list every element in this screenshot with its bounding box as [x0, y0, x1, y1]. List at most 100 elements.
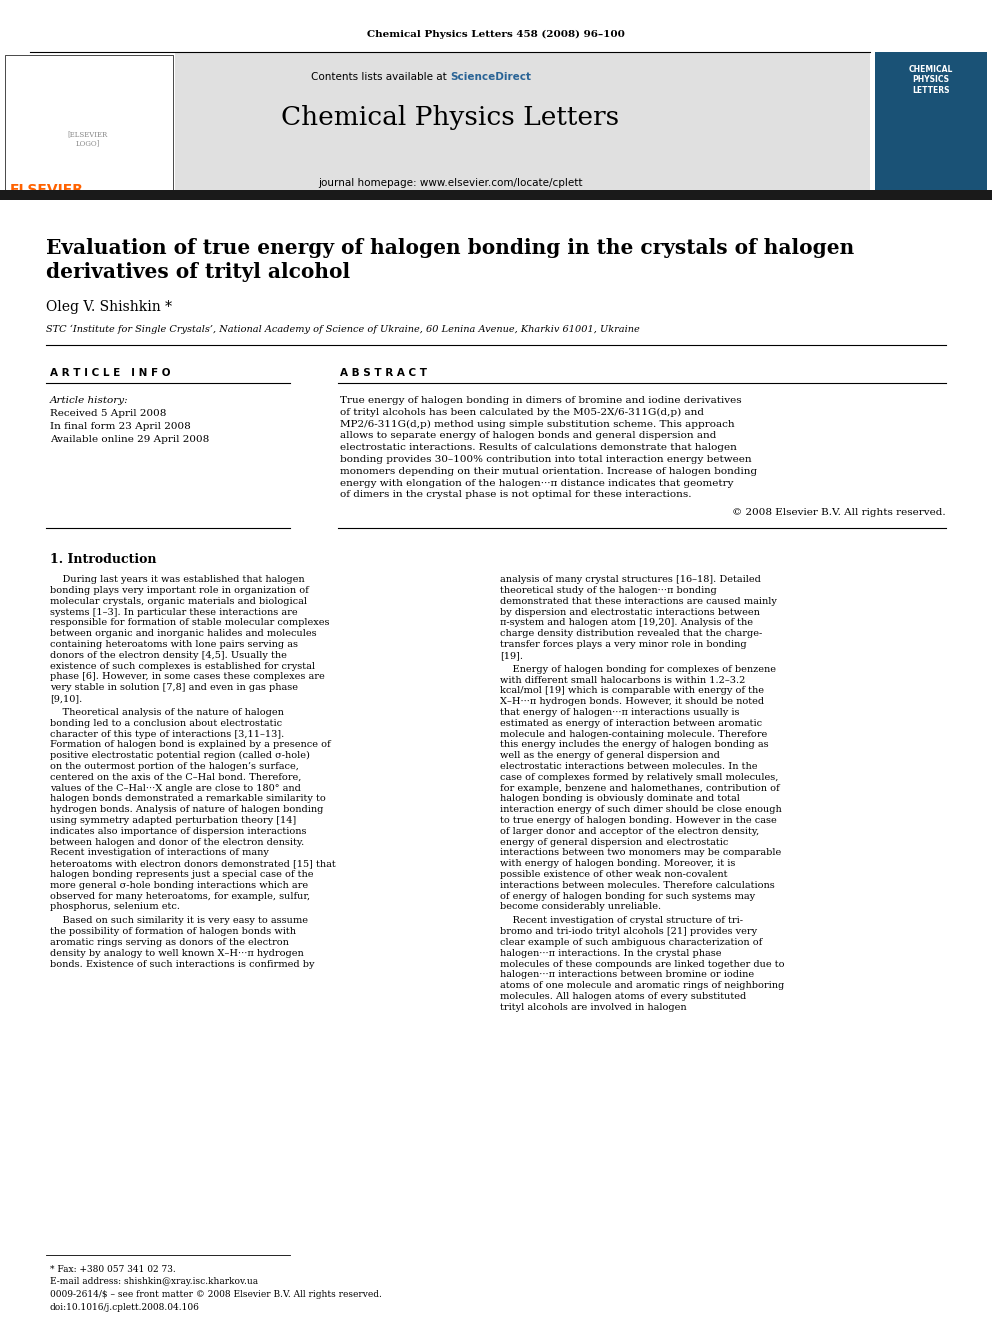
Text: demonstrated that these interactions are caused mainly: demonstrated that these interactions are…: [500, 597, 777, 606]
Text: aromatic rings serving as donors of the electron: aromatic rings serving as donors of the …: [50, 938, 289, 947]
Bar: [5, 56, 173, 194]
Text: of larger donor and acceptor of the electron density,: of larger donor and acceptor of the elec…: [500, 827, 759, 836]
Text: possible existence of other weak non-covalent: possible existence of other weak non-cov…: [500, 871, 727, 878]
Text: the possibility of formation of halogen bonds with: the possibility of formation of halogen …: [50, 927, 296, 937]
Text: 1. Introduction: 1. Introduction: [50, 553, 157, 566]
Text: interaction energy of such dimer should be close enough: interaction energy of such dimer should …: [500, 806, 782, 814]
Text: very stable in solution [7,8] and even in gas phase: very stable in solution [7,8] and even i…: [50, 683, 298, 692]
Text: Energy of halogen bonding for complexes of benzene: Energy of halogen bonding for complexes …: [500, 665, 776, 673]
Text: centered on the axis of the C–Hal bond. Therefore,: centered on the axis of the C–Hal bond. …: [50, 773, 302, 782]
Text: energy with elongation of the halogen···π distance indicates that geometry: energy with elongation of the halogen···…: [340, 479, 733, 488]
Text: of energy of halogen bonding for such systems may: of energy of halogen bonding for such sy…: [500, 892, 755, 901]
Text: that energy of halogen···π interactions usually is: that energy of halogen···π interactions …: [500, 708, 739, 717]
Text: donors of the electron density [4,5]. Usually the: donors of the electron density [4,5]. Us…: [50, 651, 287, 660]
Text: indicates also importance of dispersion interactions: indicates also importance of dispersion …: [50, 827, 307, 836]
Text: © 2008 Elsevier B.V. All rights reserved.: © 2008 Elsevier B.V. All rights reserved…: [732, 508, 946, 517]
Text: electrostatic interactions between molecules. In the: electrostatic interactions between molec…: [500, 762, 758, 771]
Text: by dispersion and electrostatic interactions between: by dispersion and electrostatic interact…: [500, 607, 760, 617]
Text: doi:10.1016/j.cplett.2008.04.106: doi:10.1016/j.cplett.2008.04.106: [50, 1303, 199, 1312]
Text: existence of such complexes is established for crystal: existence of such complexes is establish…: [50, 662, 315, 671]
Text: kcal/mol [19] which is comparable with energy of the: kcal/mol [19] which is comparable with e…: [500, 687, 764, 696]
Text: Available online 29 April 2008: Available online 29 April 2008: [50, 435, 209, 445]
Text: with energy of halogen bonding. Moreover, it is: with energy of halogen bonding. Moreover…: [500, 859, 735, 868]
Text: clear example of such ambiguous characterization of: clear example of such ambiguous characte…: [500, 938, 762, 947]
Text: case of complexes formed by relatively small molecules,: case of complexes formed by relatively s…: [500, 773, 779, 782]
Text: using symmetry adapted perturbation theory [14]: using symmetry adapted perturbation theo…: [50, 816, 297, 826]
Text: hydrogen bonds. Analysis of nature of halogen bonding: hydrogen bonds. Analysis of nature of ha…: [50, 806, 323, 814]
Text: bonding provides 30–100% contribution into total interaction energy between: bonding provides 30–100% contribution in…: [340, 455, 752, 464]
Text: character of this type of interactions [3,11–13].: character of this type of interactions […: [50, 730, 285, 738]
Text: charge density distribution revealed that the charge-: charge density distribution revealed tha…: [500, 630, 762, 638]
Text: between organic and inorganic halides and molecules: between organic and inorganic halides an…: [50, 630, 316, 638]
Text: bromo and tri-iodo trityl alcohols [21] provides very: bromo and tri-iodo trityl alcohols [21] …: [500, 927, 757, 937]
Text: ELSEVIER: ELSEVIER: [10, 183, 84, 197]
Text: π-system and halogen atom [19,20]. Analysis of the: π-system and halogen atom [19,20]. Analy…: [500, 618, 753, 627]
Text: X–H···π hydrogen bonds. However, it should be noted: X–H···π hydrogen bonds. However, it shou…: [500, 697, 764, 706]
Text: containing heteroatoms with lone pairs serving as: containing heteroatoms with lone pairs s…: [50, 640, 298, 650]
Text: positive electrostatic potential region (called σ-hole): positive electrostatic potential region …: [50, 751, 310, 761]
Text: of dimers in the crystal phase is not optimal for these interactions.: of dimers in the crystal phase is not op…: [340, 491, 691, 499]
Bar: [0, 191, 992, 200]
Text: [19].: [19].: [500, 651, 523, 660]
Text: between halogen and donor of the electron density.: between halogen and donor of the electro…: [50, 837, 305, 847]
Bar: [875, 52, 987, 198]
Text: molecular crystals, organic materials and biological: molecular crystals, organic materials an…: [50, 597, 307, 606]
Text: A B S T R A C T: A B S T R A C T: [340, 368, 427, 378]
Text: [9,10].: [9,10].: [50, 695, 82, 703]
Text: bonding led to a conclusion about electrostatic: bonding led to a conclusion about electr…: [50, 718, 282, 728]
Text: MP2/6-311G(d,p) method using simple substitution scheme. This approach: MP2/6-311G(d,p) method using simple subs…: [340, 419, 735, 429]
Text: A R T I C L E   I N F O: A R T I C L E I N F O: [50, 368, 171, 378]
Text: on the outermost portion of the halogen’s surface,: on the outermost portion of the halogen’…: [50, 762, 299, 771]
Text: 0009-2614/$ – see front matter © 2008 Elsevier B.V. All rights reserved.: 0009-2614/$ – see front matter © 2008 El…: [50, 1290, 382, 1299]
Text: systems [1–3]. In particular these interactions are: systems [1–3]. In particular these inter…: [50, 607, 298, 617]
Text: journal homepage: www.elsevier.com/locate/cplett: journal homepage: www.elsevier.com/locat…: [317, 179, 582, 188]
Text: Chemical Physics Letters: Chemical Physics Letters: [281, 105, 619, 130]
Text: Chemical Physics Letters 458 (2008) 96–100: Chemical Physics Letters 458 (2008) 96–1…: [367, 30, 625, 40]
Text: allows to separate energy of halogen bonds and general dispersion and: allows to separate energy of halogen bon…: [340, 431, 716, 441]
Text: halogen bonding is obviously dominate and total: halogen bonding is obviously dominate an…: [500, 794, 740, 803]
Text: True energy of halogen bonding in dimers of bromine and iodine derivatives: True energy of halogen bonding in dimers…: [340, 396, 742, 405]
Text: interactions between molecules. Therefore calculations: interactions between molecules. Therefor…: [500, 881, 775, 890]
Text: analysis of many crystal structures [16–18]. Detailed: analysis of many crystal structures [16–…: [500, 576, 761, 585]
Text: Recent investigation of interactions of many: Recent investigation of interactions of …: [50, 848, 269, 857]
Text: of trityl alcohols has been calculated by the M05-2X/6-311G(d,p) and: of trityl alcohols has been calculated b…: [340, 407, 704, 417]
Text: monomers depending on their mutual orientation. Increase of halogen bonding: monomers depending on their mutual orien…: [340, 467, 757, 476]
Text: Formation of halogen bond is explained by a presence of: Formation of halogen bond is explained b…: [50, 741, 330, 749]
Text: Recent investigation of crystal structure of tri-: Recent investigation of crystal structur…: [500, 917, 743, 926]
Text: In final form 23 April 2008: In final form 23 April 2008: [50, 422, 190, 431]
Text: E-mail address: shishkin@xray.isc.kharkov.ua: E-mail address: shishkin@xray.isc.kharko…: [50, 1277, 258, 1286]
Text: well as the energy of general dispersion and: well as the energy of general dispersion…: [500, 751, 720, 761]
Bar: [175, 52, 870, 198]
Text: Based on such similarity it is very easy to assume: Based on such similarity it is very easy…: [50, 917, 308, 926]
Text: Evaluation of true energy of halogen bonding in the crystals of halogen: Evaluation of true energy of halogen bon…: [46, 238, 854, 258]
Text: Contents lists available at: Contents lists available at: [311, 71, 450, 82]
Text: STC ‘Institute for Single Crystals’, National Academy of Science of Ukraine, 60 : STC ‘Institute for Single Crystals’, Nat…: [46, 325, 640, 335]
Text: this energy includes the energy of halogen bonding as: this energy includes the energy of halog…: [500, 741, 769, 749]
Text: halogen···π interactions between bromine or iodine: halogen···π interactions between bromine…: [500, 971, 754, 979]
Text: trityl alcohols are involved in halogen: trityl alcohols are involved in halogen: [500, 1003, 686, 1012]
Text: bonding plays very important role in organization of: bonding plays very important role in org…: [50, 586, 309, 595]
Text: ScienceDirect: ScienceDirect: [450, 71, 531, 82]
Text: halogen···π interactions. In the crystal phase: halogen···π interactions. In the crystal…: [500, 949, 721, 958]
Text: derivatives of trityl alcohol: derivatives of trityl alcohol: [46, 262, 350, 282]
Text: Oleg V. Shishkin *: Oleg V. Shishkin *: [46, 300, 172, 314]
Text: During last years it was established that halogen: During last years it was established tha…: [50, 576, 305, 585]
Text: to true energy of halogen bonding. However in the case: to true energy of halogen bonding. Howev…: [500, 816, 777, 826]
Text: for example, benzene and halomethanes, contribution of: for example, benzene and halomethanes, c…: [500, 783, 780, 792]
Text: Theoretical analysis of the nature of halogen: Theoretical analysis of the nature of ha…: [50, 708, 284, 717]
Text: Article history:: Article history:: [50, 396, 129, 405]
Text: phase [6]. However, in some cases these complexes are: phase [6]. However, in some cases these …: [50, 672, 324, 681]
Text: molecules of these compounds are linked together due to: molecules of these compounds are linked …: [500, 959, 785, 968]
Text: CHEMICAL
PHYSICS
LETTERS: CHEMICAL PHYSICS LETTERS: [909, 65, 953, 95]
Text: more general σ-hole bonding interactions which are: more general σ-hole bonding interactions…: [50, 881, 309, 890]
Text: become considerably unreliable.: become considerably unreliable.: [500, 902, 661, 912]
Text: values of the C–Hal···X angle are close to 180° and: values of the C–Hal···X angle are close …: [50, 783, 301, 792]
Text: observed for many heteroatoms, for example, sulfur,: observed for many heteroatoms, for examp…: [50, 892, 310, 901]
Text: interactions between two monomers may be comparable: interactions between two monomers may be…: [500, 848, 782, 857]
Text: responsible for formation of stable molecular complexes: responsible for formation of stable mole…: [50, 618, 329, 627]
Text: transfer forces plays a very minor role in bonding: transfer forces plays a very minor role …: [500, 640, 747, 650]
Text: Received 5 April 2008: Received 5 April 2008: [50, 409, 167, 418]
Text: halogen bonds demonstrated a remarkable similarity to: halogen bonds demonstrated a remarkable …: [50, 794, 325, 803]
Text: [ELSEVIER
LOGO]: [ELSEVIER LOGO]: [67, 130, 108, 147]
Text: molecules. All halogen atoms of every substituted: molecules. All halogen atoms of every su…: [500, 992, 746, 1002]
